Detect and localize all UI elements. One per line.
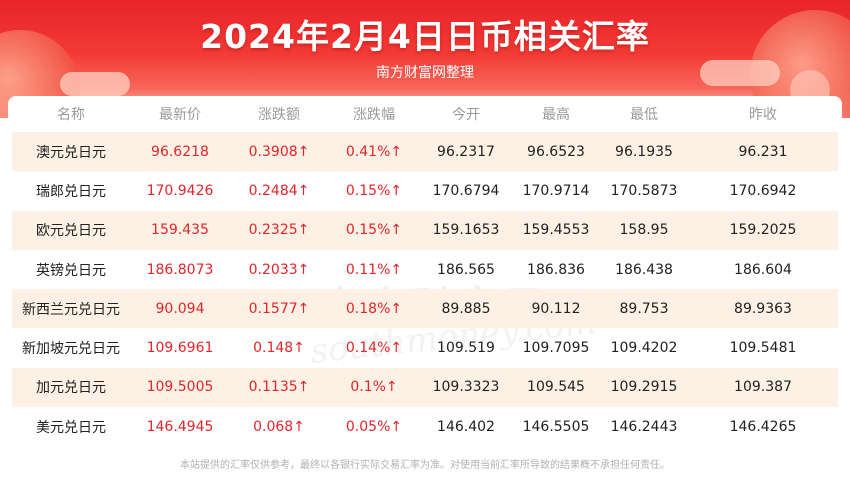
low-price: 186.438: [615, 261, 673, 278]
change-amount: 0.068↑: [253, 418, 305, 435]
change-percent: 0.41%↑: [328, 132, 420, 172]
change-percent: 0.1%↑: [328, 367, 420, 408]
currency-pair: 英镑兑日元: [36, 262, 106, 279]
open-price: 96.2317: [420, 132, 512, 172]
change-percent: 0.14%↑: [345, 340, 403, 357]
prev-close: 146.4265: [729, 418, 797, 435]
prev-close: 96.231: [688, 132, 838, 172]
change-amount: 0.2325↑: [230, 210, 328, 250]
currency-pair: 加元兑日元: [12, 367, 130, 408]
prev-close: 159.2025: [688, 210, 838, 250]
high-price: 146.5505: [522, 418, 590, 435]
prev-close: 109.387: [688, 367, 838, 408]
open-price: 109.519: [437, 340, 495, 357]
low-price: 170.5873: [610, 182, 678, 199]
page-title: 2024年2月4日日币相关汇率: [200, 17, 650, 56]
change-amount: 0.1577↑: [230, 289, 328, 329]
prev-close: 89.9363: [688, 289, 838, 329]
column-header-latest: 最新价: [159, 107, 201, 123]
high-price: 159.4553: [512, 210, 600, 250]
high-price: 170.9714: [522, 182, 590, 199]
latest-price: 109.6961: [146, 340, 214, 357]
table-row: 美元兑日元 146.4945 0.068↑ 0.05%↑ 146.402 146…: [12, 407, 838, 446]
currency-pair: 澳元兑日元: [12, 132, 130, 172]
high-price: 109.545: [512, 367, 600, 408]
low-price: 96.1935: [600, 132, 688, 172]
disclaimer-text: 本站提供的汇率仅供参考，最终以各银行实际交易汇率为准。对使用当前汇率所导致的结果…: [180, 460, 670, 471]
open-price: 109.3323: [420, 367, 512, 408]
table-row: 瑞郎兑日元 170.9426 0.2484↑ 0.15%↑ 170.6794 1…: [12, 171, 838, 210]
prev-close: 109.5481: [729, 340, 797, 357]
latest-price: 146.4945: [146, 418, 214, 435]
table-header-row: 名称 最新价 涨跌额 涨跌幅 今开 最高 最低 昨收: [12, 96, 838, 132]
high-price: 96.6523: [512, 132, 600, 172]
prev-close: 170.6942: [729, 182, 797, 199]
latest-price: 96.6218: [130, 132, 230, 172]
page-subtitle: 南方财富网整理: [376, 65, 474, 81]
table-row: 英镑兑日元 186.8073 0.2033↑ 0.11%↑ 186.565 18…: [12, 250, 838, 289]
latest-price: 109.5005: [130, 367, 230, 408]
column-header-change: 涨跌额: [258, 107, 300, 123]
low-price: 89.753: [600, 289, 688, 329]
currency-pair: 瑞郎兑日元: [36, 183, 106, 200]
change-amount: 0.1135↑: [230, 367, 328, 408]
column-header-open: 今开: [452, 107, 480, 123]
table-row: 新西兰元兑日元 90.094 0.1577↑ 0.18%↑ 89.885 90.…: [12, 289, 838, 329]
change-percent: 0.15%↑: [345, 182, 403, 199]
change-amount: 0.3908↑: [230, 132, 328, 172]
open-price: 159.1653: [420, 210, 512, 250]
open-price: 146.402: [437, 418, 495, 435]
column-header-name: 名称: [57, 107, 85, 123]
high-price: 186.836: [527, 261, 585, 278]
table-row: 澳元兑日元 96.6218 0.3908↑ 0.41%↑ 96.2317 96.…: [12, 132, 838, 172]
change-amount: 0.2033↑: [248, 261, 310, 278]
high-price: 109.7095: [522, 340, 590, 357]
column-header-high: 最高: [542, 107, 570, 123]
high-price: 90.112: [512, 289, 600, 329]
column-header-change-pct: 涨跌幅: [353, 107, 395, 123]
currency-pair: 欧元兑日元: [12, 210, 130, 250]
change-percent: 0.18%↑: [328, 289, 420, 329]
prev-close: 186.604: [734, 261, 792, 278]
decoration-shape: [60, 72, 130, 96]
change-amount: 0.148↑: [253, 340, 305, 357]
table-row: 加元兑日元 109.5005 0.1135↑ 0.1%↑ 109.3323 10…: [12, 367, 838, 408]
open-price: 186.565: [437, 261, 495, 278]
table-row: 欧元兑日元 159.435 0.2325↑ 0.15%↑ 159.1653 15…: [12, 210, 838, 250]
currency-pair: 新加坡元兑日元: [22, 341, 120, 358]
column-header-low: 最低: [630, 107, 658, 123]
currency-pair: 美元兑日元: [36, 419, 106, 436]
change-percent: 0.05%↑: [345, 418, 403, 435]
currency-pair: 新西兰元兑日元: [12, 289, 130, 329]
column-header-prev-close: 昨收: [749, 107, 777, 123]
latest-price: 90.094: [130, 289, 230, 329]
table-row: 新加坡元兑日元 109.6961 0.148↑ 0.14%↑ 109.519 1…: [12, 328, 838, 367]
open-price: 89.885: [420, 289, 512, 329]
latest-price: 159.435: [130, 210, 230, 250]
exchange-rate-table: 名称 最新价 涨跌额 涨跌幅 今开 最高 最低 昨收 澳元兑日元 96.6218…: [12, 96, 838, 446]
latest-price: 186.8073: [146, 261, 214, 278]
low-price: 109.2915: [600, 367, 688, 408]
low-price: 146.2443: [610, 418, 678, 435]
change-percent: 0.11%↑: [345, 261, 403, 278]
open-price: 170.6794: [432, 182, 500, 199]
low-price: 109.4202: [610, 340, 678, 357]
latest-price: 170.9426: [146, 182, 214, 199]
low-price: 158.95: [600, 210, 688, 250]
change-amount: 0.2484↑: [248, 182, 310, 199]
decoration-shape: [700, 60, 780, 86]
change-percent: 0.15%↑: [328, 210, 420, 250]
